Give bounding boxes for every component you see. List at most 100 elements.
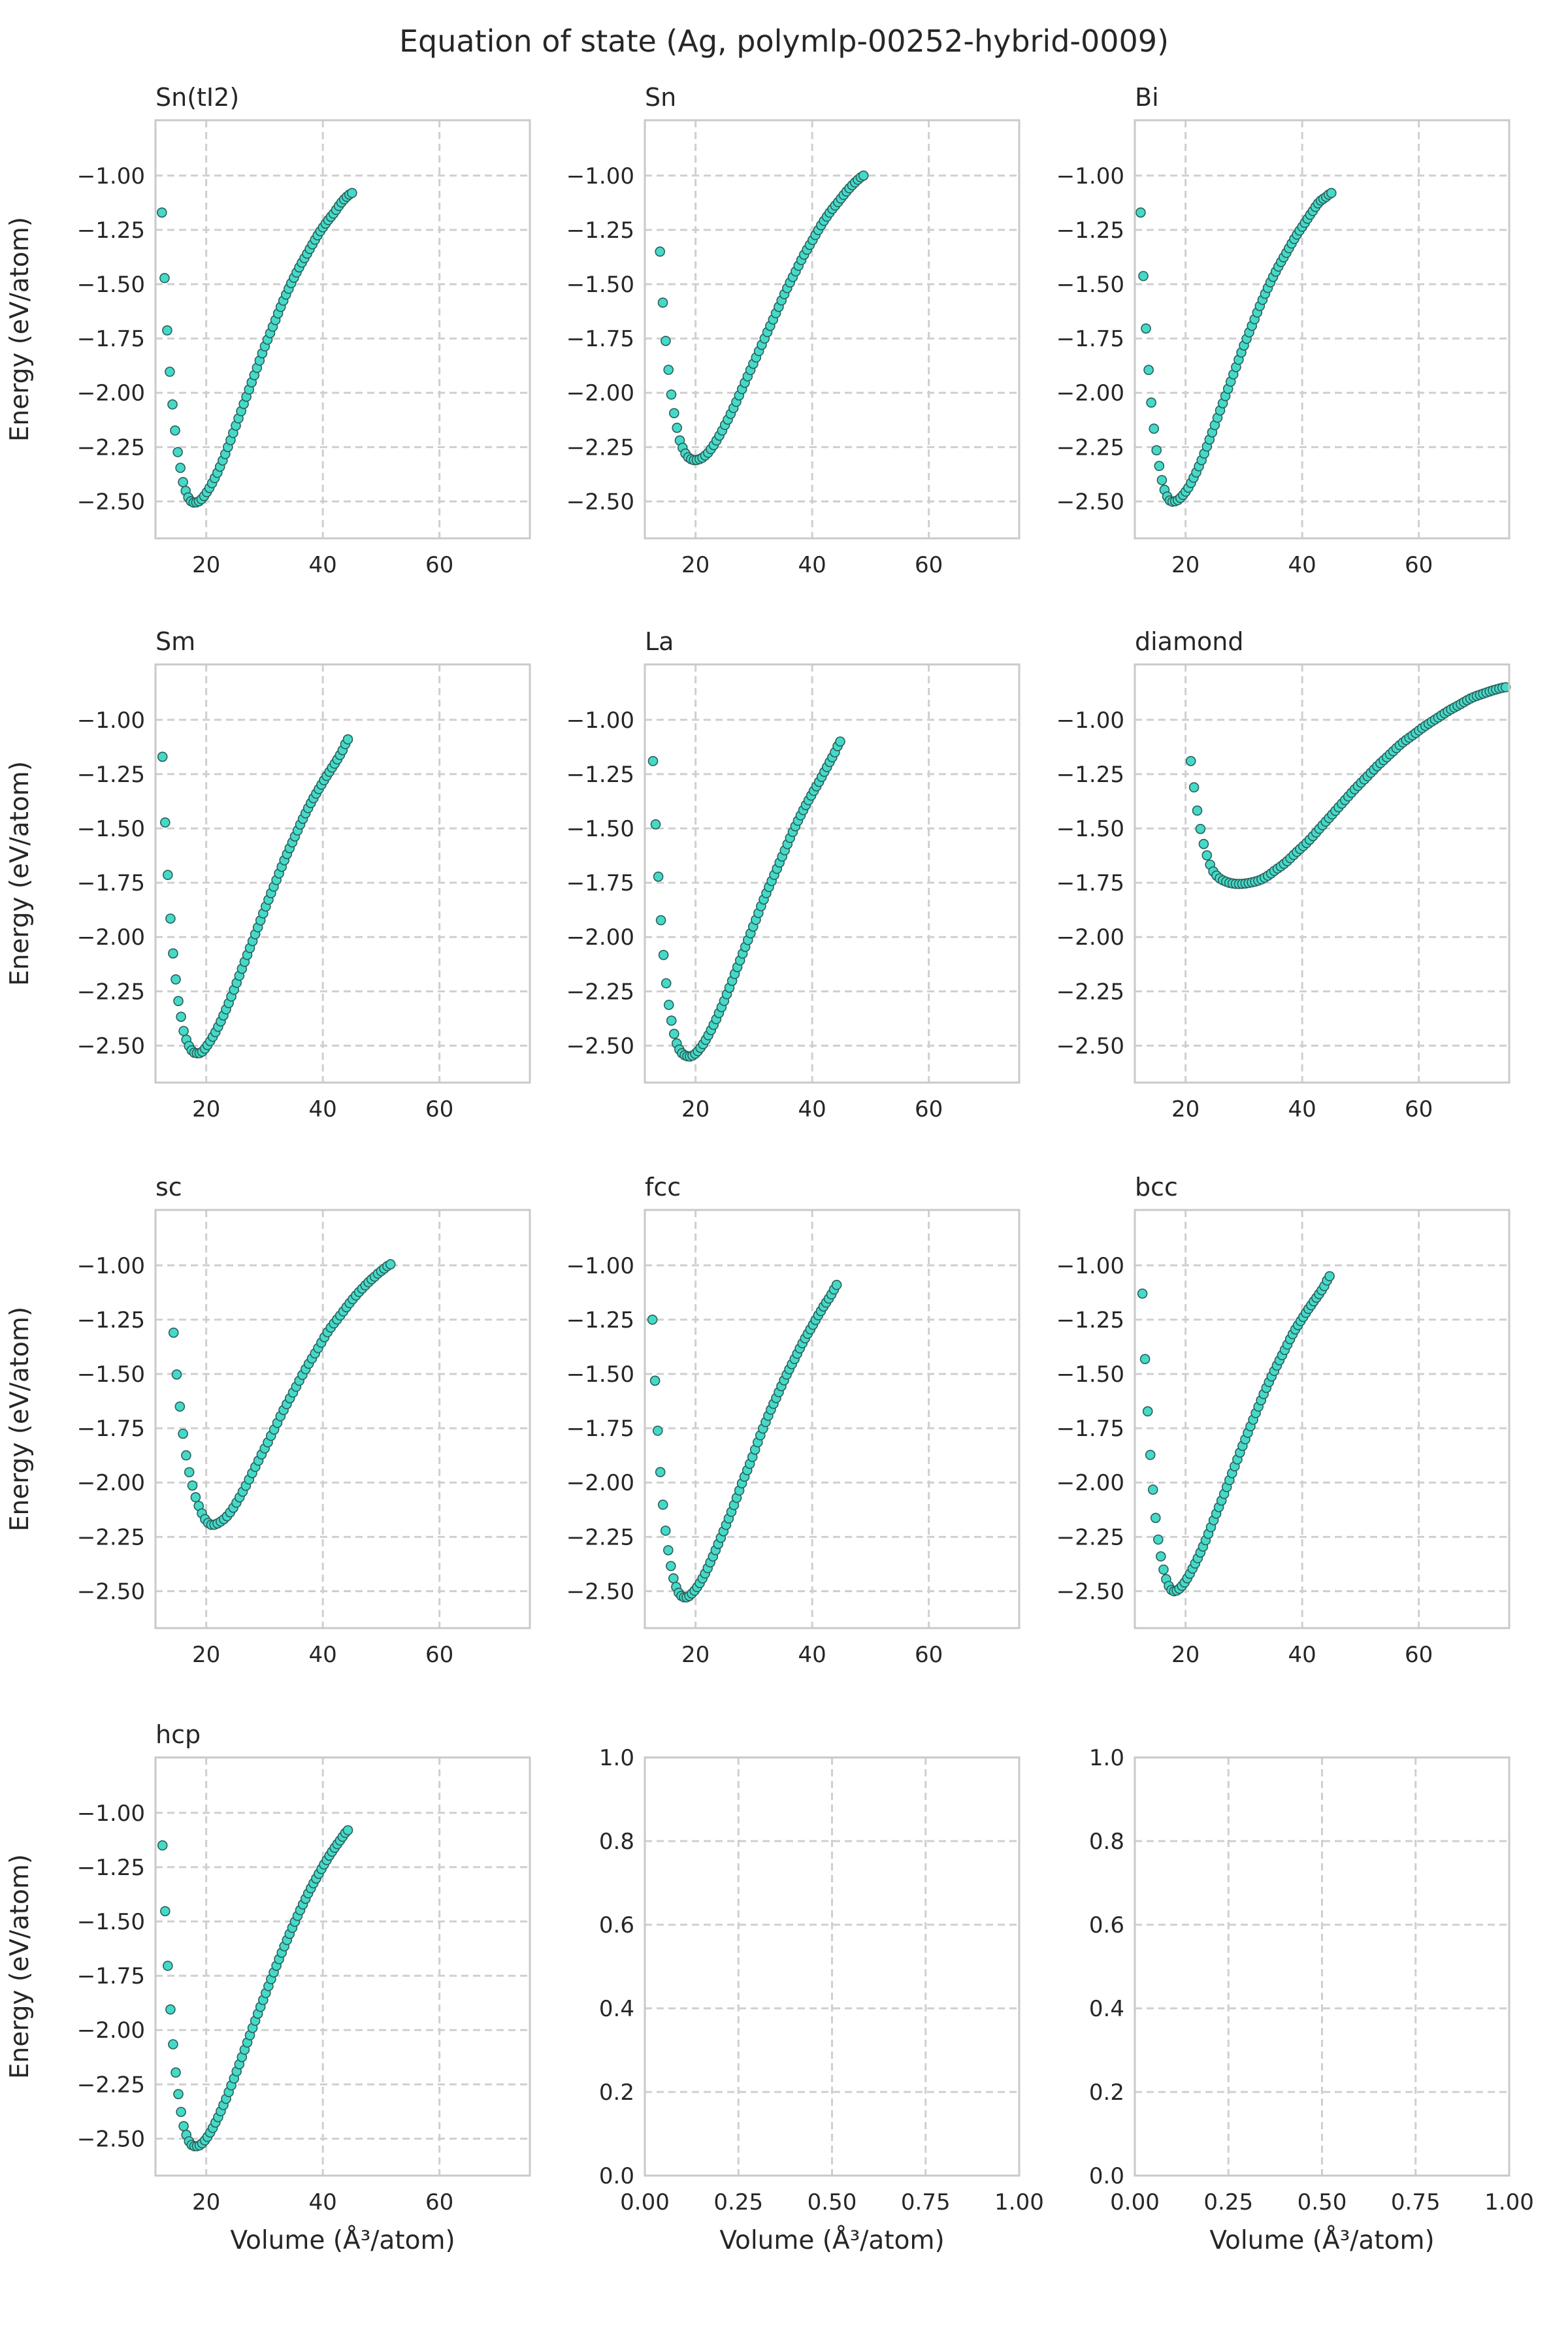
x-tick-label: 40 xyxy=(1288,1642,1316,1668)
data-point xyxy=(385,1259,396,1269)
data-point xyxy=(1150,1512,1161,1524)
y-tick-label: −2.25 xyxy=(1056,979,1124,1005)
data-point xyxy=(658,949,669,960)
data-point xyxy=(835,736,845,747)
x-tick-label: 40 xyxy=(309,1642,337,1668)
data-point xyxy=(165,2004,176,2015)
data-point xyxy=(668,1028,679,1039)
x-tick-label: 60 xyxy=(1405,1642,1433,1668)
data-point xyxy=(172,447,183,457)
y-tick-label: −1.75 xyxy=(77,870,145,896)
y-tick-label: −1.75 xyxy=(1056,870,1124,896)
x-tick-label: 40 xyxy=(309,1096,337,1122)
y-tick-label: −1.50 xyxy=(1056,272,1124,298)
data-point xyxy=(1201,850,1213,861)
y-tick-label: −2.00 xyxy=(566,924,634,951)
y-tick-label: −2.50 xyxy=(1056,1578,1124,1605)
x-tick-label: 20 xyxy=(1171,1642,1200,1668)
x-tick-label: 60 xyxy=(915,1642,943,1668)
eos-scatter-series xyxy=(157,1825,353,2151)
x-tick-label: 0.50 xyxy=(1298,2189,1347,2215)
x-tick-label: 40 xyxy=(1288,552,1316,578)
y-tick-label: −1.50 xyxy=(77,1909,145,1935)
x-tick-label: 20 xyxy=(1171,552,1200,578)
data-point xyxy=(672,422,683,433)
y-tick-label: 0.2 xyxy=(599,2080,634,2106)
y-tick-label: −1.25 xyxy=(1056,762,1124,788)
plot-border xyxy=(644,1756,1021,2177)
data-point xyxy=(1185,756,1196,766)
x-tick-label: 0.75 xyxy=(1391,2189,1441,2215)
y-tick-label: −1.25 xyxy=(77,762,145,788)
x-tick-label: 1.00 xyxy=(994,2189,1044,2215)
eos-scatter-series xyxy=(1137,1271,1335,1597)
data-point xyxy=(1156,475,1168,485)
data-point xyxy=(171,2067,181,2078)
subplot-title: sc xyxy=(155,1173,182,1201)
y-tick-label: −1.00 xyxy=(566,163,634,189)
data-point xyxy=(342,734,353,745)
eos-scatter-series xyxy=(647,1279,842,1603)
eos-scatter-series xyxy=(647,736,845,1062)
subplot-empty-3-2: 0.00 0.25 0.50 0.75 1.00 0.0 0.2 0.4 0.6 0.8 1.0 Vo… xyxy=(1089,1745,1534,2255)
data-point xyxy=(160,817,171,828)
y-tick-label: 1.0 xyxy=(1089,1745,1124,1771)
y-tick-label: 0.6 xyxy=(599,1912,634,1938)
y-axis-label: Energy (eV/atom) xyxy=(5,217,35,442)
y-tick-label: −1.75 xyxy=(77,326,145,352)
data-point xyxy=(160,1906,171,1917)
data-point xyxy=(858,171,869,181)
data-point xyxy=(159,272,170,284)
data-point xyxy=(647,1315,658,1325)
x-tick-label: 0.75 xyxy=(901,2189,951,2215)
y-tick-label: −1.75 xyxy=(566,1416,634,1442)
data-point xyxy=(1149,423,1160,434)
data-point xyxy=(184,1467,195,1478)
data-point xyxy=(1158,1564,1169,1575)
y-tick-label: −2.50 xyxy=(566,489,634,515)
subplot-title: Sm xyxy=(155,627,195,656)
y-tick-label: −2.00 xyxy=(566,1470,634,1496)
data-point xyxy=(1324,1271,1335,1282)
data-point xyxy=(157,751,168,762)
x-tick-label: 20 xyxy=(1171,1096,1200,1122)
y-tick-label: −1.50 xyxy=(566,816,634,842)
y-tick-label: 0.8 xyxy=(1089,1829,1124,1855)
subplot-title: Sn(tI2) xyxy=(155,83,239,112)
data-point xyxy=(168,2039,178,2050)
data-point xyxy=(181,1450,191,1461)
y-tick-label: −1.00 xyxy=(77,1253,145,1279)
data-point xyxy=(1192,805,1203,816)
plot-border xyxy=(1134,1756,1511,2177)
subplot-title: Bi xyxy=(1135,83,1159,112)
data-point xyxy=(178,477,188,487)
y-tick-label: −2.00 xyxy=(77,1470,145,1496)
data-point xyxy=(655,915,666,926)
subplot-Sm: 20 40 60 −1.00 −1.25 −1.50 −1.75 −2.00 −2.25 −2.5… xyxy=(5,627,531,1122)
x-tick-label: 0.50 xyxy=(808,2189,857,2215)
x-tick-label: 0.25 xyxy=(1203,2189,1253,2215)
data-point xyxy=(1155,1551,1166,1562)
data-point xyxy=(178,1428,188,1439)
data-point xyxy=(165,367,175,377)
x-tick-label: 20 xyxy=(681,552,710,578)
data-point xyxy=(157,207,167,218)
y-tick-label: −2.50 xyxy=(77,2126,145,2152)
x-tick-label: 60 xyxy=(1405,1096,1433,1122)
x-tick-label: 20 xyxy=(192,1096,220,1122)
y-tick-label: −1.00 xyxy=(1056,163,1124,189)
data-point xyxy=(663,1000,674,1010)
x-tick-label: 0.25 xyxy=(713,2189,763,2215)
data-point xyxy=(662,1544,674,1556)
x-tick-label: 40 xyxy=(798,1096,826,1122)
data-point xyxy=(650,819,661,830)
y-tick-label: −2.00 xyxy=(77,924,145,951)
data-point xyxy=(1195,824,1206,834)
y-tick-label: −2.25 xyxy=(77,1524,145,1550)
eos-scatter-series xyxy=(655,171,869,466)
data-point xyxy=(1146,397,1156,408)
data-point xyxy=(162,1961,173,1971)
subplot-Sn: 20 40 60 −1.00 −1.25 −1.50 −1.75 −2.00 −2.25 −2.5… xyxy=(566,83,1021,578)
data-point xyxy=(666,389,677,400)
x-tick-label: 60 xyxy=(425,1096,453,1122)
